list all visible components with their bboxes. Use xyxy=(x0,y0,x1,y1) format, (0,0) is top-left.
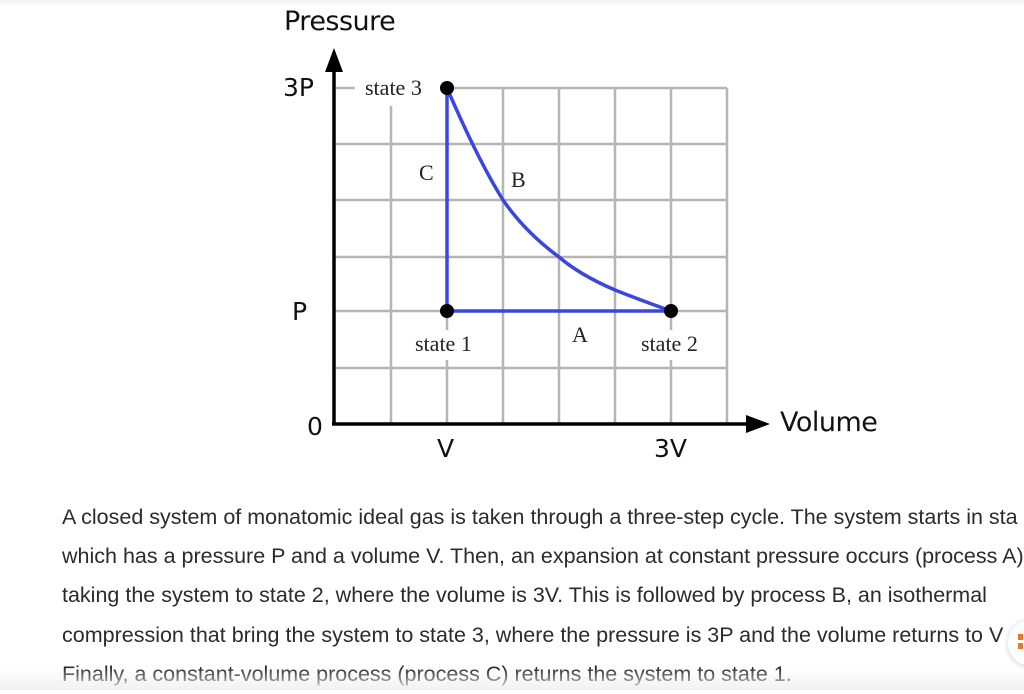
state2-point xyxy=(664,304,678,318)
process-c-label: C xyxy=(419,160,434,185)
floating-action-button[interactable] xyxy=(1008,620,1024,666)
x-axis-title: Volume xyxy=(780,407,878,438)
x-axis-arrow-icon xyxy=(746,415,770,433)
axes xyxy=(332,62,752,426)
top-shade xyxy=(0,0,1024,6)
y-tick-p: P xyxy=(292,297,308,326)
grid xyxy=(334,86,729,424)
pv-diagram: Pressure Volume 3P P 0 V 3V state 3 stat… xyxy=(283,6,878,463)
state3-point xyxy=(440,81,454,95)
question-line: A closed system of monatomic ideal gas i… xyxy=(62,505,1018,529)
pv-diagram-svg xyxy=(325,48,770,433)
state3-label: state 3 xyxy=(365,75,422,100)
y-tick-0: 0 xyxy=(307,412,323,441)
process-b-label: B xyxy=(511,167,526,192)
question-line: Finally, a constant-volume process (proc… xyxy=(62,661,792,686)
question-line: which has a pressure P and a volume V. T… xyxy=(62,544,1024,569)
state2-label: state 2 xyxy=(641,331,698,356)
expand-icon xyxy=(1018,634,1023,640)
y-axis-title: Pressure xyxy=(284,6,396,37)
y-axis-arrow-icon xyxy=(325,48,343,72)
x-tick-v: V xyxy=(437,434,455,463)
cycle-curve xyxy=(445,87,672,313)
x-tick-3v: 3V xyxy=(654,434,688,463)
state1-point xyxy=(440,304,454,318)
state1-label: state 1 xyxy=(415,331,472,356)
question-text: A closed system of monatomic ideal gas i… xyxy=(62,498,1024,694)
y-tick-3p: 3P xyxy=(283,73,314,102)
process-a-label: A xyxy=(572,322,588,347)
question-line: taking the system to state 2, where the … xyxy=(62,583,987,608)
question-line: compression that bring the system to sta… xyxy=(62,622,1004,647)
